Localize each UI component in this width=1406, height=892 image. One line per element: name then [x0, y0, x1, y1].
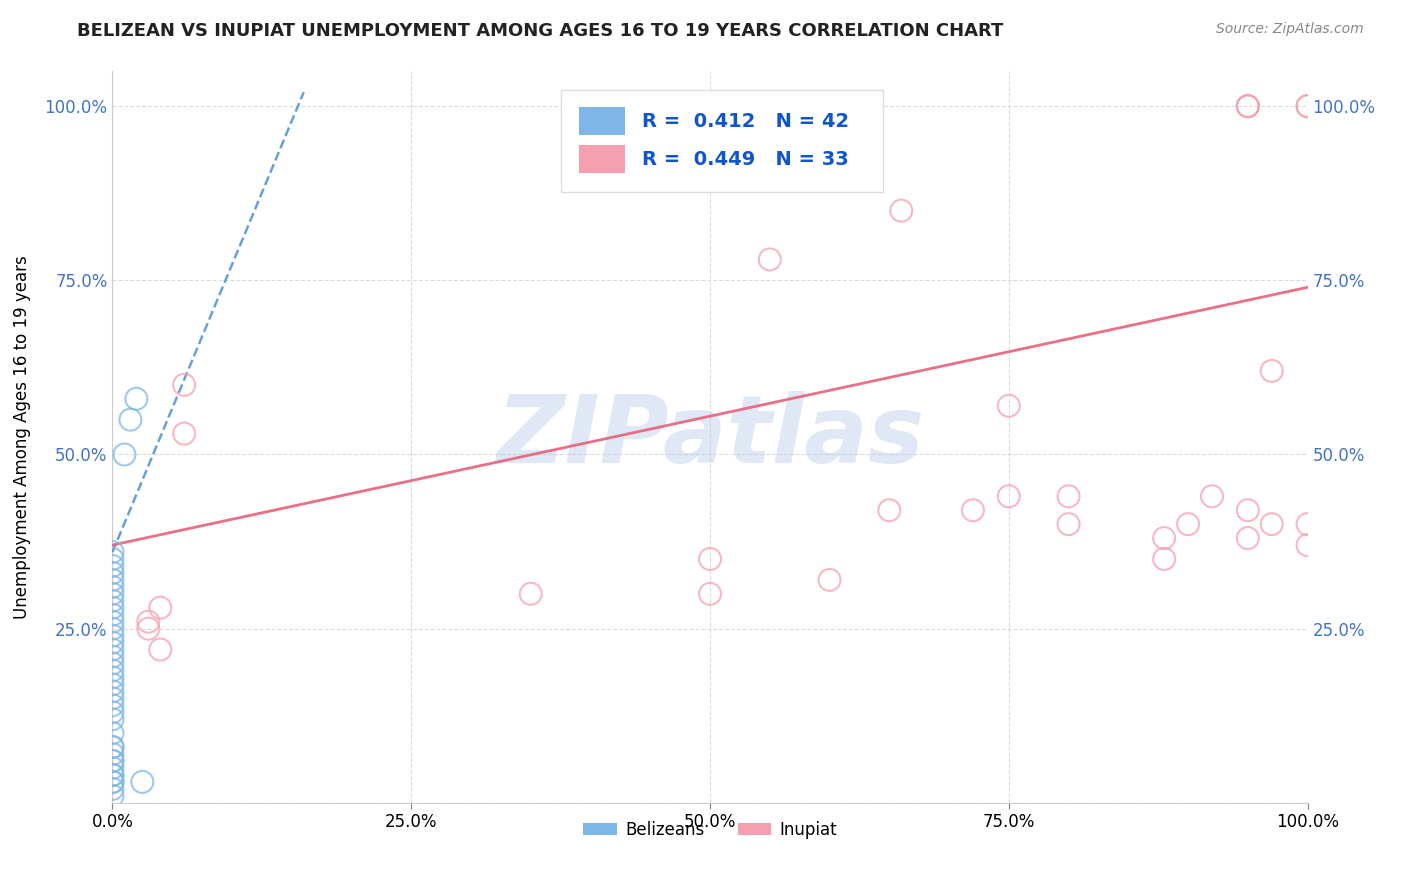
Point: [101, 684, 124, 698]
Point: [998, 399, 1021, 413]
Point: [520, 587, 543, 601]
Point: [998, 489, 1021, 503]
Point: [1237, 99, 1260, 113]
Point: [101, 789, 124, 803]
Point: [1153, 552, 1175, 566]
Point: [101, 664, 124, 678]
Point: [149, 600, 172, 615]
Point: [101, 580, 124, 594]
Point: [1057, 489, 1080, 503]
Point: [1153, 531, 1175, 545]
FancyBboxPatch shape: [561, 90, 883, 192]
Point: [173, 426, 195, 441]
Point: [890, 203, 912, 218]
Point: [1237, 99, 1260, 113]
Point: [101, 775, 124, 789]
Point: [101, 615, 124, 629]
Point: [138, 622, 160, 636]
Point: [1261, 364, 1284, 378]
Text: Source: ZipAtlas.com: Source: ZipAtlas.com: [1216, 22, 1364, 37]
Point: [962, 503, 984, 517]
Point: [101, 552, 124, 566]
Point: [101, 566, 124, 580]
Point: [101, 740, 124, 755]
Point: [114, 448, 135, 462]
Text: R =  0.412   N = 42: R = 0.412 N = 42: [643, 112, 849, 130]
Point: [101, 747, 124, 761]
Point: [173, 377, 195, 392]
Point: [101, 629, 124, 643]
Point: [101, 635, 124, 649]
Point: [1296, 99, 1319, 113]
Point: [101, 768, 124, 782]
Point: [101, 594, 124, 608]
Point: [101, 691, 124, 706]
Point: [101, 677, 124, 691]
Point: [101, 622, 124, 636]
FancyBboxPatch shape: [579, 145, 626, 173]
Point: [818, 573, 841, 587]
Point: [879, 503, 901, 517]
Point: [699, 552, 721, 566]
Y-axis label: Unemployment Among Ages 16 to 19 years: Unemployment Among Ages 16 to 19 years: [13, 255, 31, 619]
Point: [1296, 99, 1319, 113]
Point: [101, 573, 124, 587]
Point: [149, 642, 172, 657]
Point: [101, 726, 124, 740]
Point: [101, 761, 124, 775]
Point: [101, 775, 124, 789]
Point: [131, 775, 153, 789]
Point: [138, 615, 160, 629]
Point: [101, 754, 124, 768]
Text: BELIZEAN VS INUPIAT UNEMPLOYMENT AMONG AGES 16 TO 19 YEARS CORRELATION CHART: BELIZEAN VS INUPIAT UNEMPLOYMENT AMONG A…: [77, 22, 1004, 40]
Point: [101, 698, 124, 713]
Point: [101, 740, 124, 755]
Point: [101, 781, 124, 796]
Point: [101, 545, 124, 559]
Point: [1237, 531, 1260, 545]
Point: [1237, 503, 1260, 517]
Point: [1057, 517, 1080, 532]
Text: ZIPatlas: ZIPatlas: [496, 391, 924, 483]
Point: [101, 587, 124, 601]
Point: [1237, 99, 1260, 113]
Point: [101, 670, 124, 684]
Point: [125, 392, 148, 406]
Point: [759, 252, 782, 267]
Point: [1201, 489, 1223, 503]
Point: [101, 558, 124, 573]
Point: [101, 705, 124, 719]
Point: [101, 657, 124, 671]
Point: [101, 768, 124, 782]
Point: [120, 412, 142, 426]
Point: [101, 607, 124, 622]
Point: [1177, 517, 1199, 532]
Point: [699, 587, 721, 601]
FancyBboxPatch shape: [579, 107, 626, 136]
Point: [1296, 538, 1319, 552]
Legend: Belizeans, Inupiat: Belizeans, Inupiat: [576, 814, 844, 846]
Text: R =  0.449   N = 33: R = 0.449 N = 33: [643, 150, 849, 169]
Point: [101, 642, 124, 657]
Point: [1261, 517, 1284, 532]
Point: [101, 754, 124, 768]
Point: [101, 600, 124, 615]
Point: [101, 712, 124, 726]
Point: [101, 649, 124, 664]
Point: [1296, 517, 1319, 532]
